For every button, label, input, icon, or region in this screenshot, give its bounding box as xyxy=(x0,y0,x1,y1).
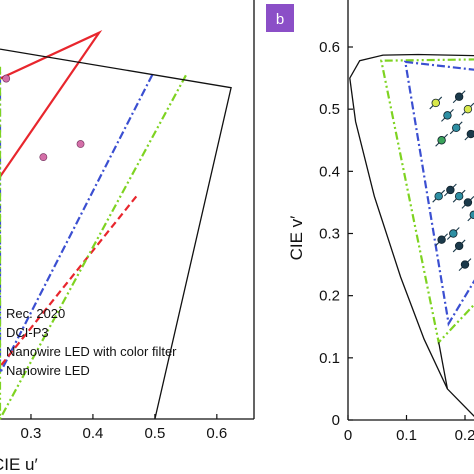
panel-a-series-line xyxy=(0,30,103,178)
panel-a-legend-entry: Rec. 2020 xyxy=(6,306,65,321)
panel-b-label-badge xyxy=(266,4,294,32)
panel-b-data-point xyxy=(466,129,474,139)
panel-a-series xyxy=(0,30,232,420)
panel-a-data-point xyxy=(2,74,11,83)
panel-a-x-tick-label: 0.3 xyxy=(21,425,42,442)
panel-a-x-axis-title: CIE u′ xyxy=(0,455,38,474)
panel-a-data-point xyxy=(39,153,48,162)
panel-b-data-point xyxy=(452,123,461,133)
panel-b-scatter xyxy=(429,90,474,271)
panel-b-data-point xyxy=(431,98,440,108)
panel-b-y-tick-label: 0.6 xyxy=(319,39,340,56)
panel-a-series-line xyxy=(0,195,138,368)
panel-b-y-tick-label: 0.4 xyxy=(319,163,340,180)
panel-a-series-line xyxy=(0,48,232,420)
panel-b-data-point xyxy=(449,229,458,238)
panel-b-series-line xyxy=(349,53,474,417)
panel-b-data-point xyxy=(443,111,452,120)
panel-b-y-tick-label: 0.3 xyxy=(319,226,340,243)
panel-a-scatter xyxy=(2,74,85,162)
panel-b-data-point xyxy=(469,210,474,220)
panel-a-legend-entry: Nanowire LED xyxy=(6,363,90,378)
panel-a-x-ticks: 0.3 0.4 0.5 0.6 xyxy=(21,414,227,442)
panel-a-x-tick-label: 0.5 xyxy=(144,425,165,442)
panel-b-y-tick-label: 0.5 xyxy=(319,101,340,118)
panel-b-x-tick-label: 0.2 xyxy=(455,427,474,444)
panel-a-legend-entry: DCI-P3 xyxy=(6,325,49,340)
panel-b-series-line xyxy=(438,342,449,390)
panel-b-data-point xyxy=(437,235,446,244)
panel-b-x-tick-label: 0.1 xyxy=(396,427,417,444)
panel-a-data-point xyxy=(76,140,85,148)
panel-b-series-line xyxy=(379,58,474,345)
panel-a-x-tick-label: 0.6 xyxy=(206,425,227,442)
panel-b-series-line xyxy=(403,60,474,327)
panel-b-data-point xyxy=(434,191,443,201)
panel-b-data-point xyxy=(454,241,464,251)
panel-b-data-point xyxy=(446,185,455,195)
panel-b-x-tick-label: 0 xyxy=(344,427,352,444)
panel-a-x-tick-label: 0.4 xyxy=(82,425,103,442)
panel-b-data-point xyxy=(437,136,446,145)
panel-b-data-point xyxy=(463,104,473,114)
panel-b-data-point xyxy=(454,92,464,101)
panel-b-y-tick-label: 0.2 xyxy=(319,288,340,305)
panel-b-series xyxy=(349,53,474,417)
panel-b-y-tick-label: 0.1 xyxy=(319,350,340,367)
panel-b-data-point xyxy=(454,191,464,201)
panel-a-legend-entry: Nanowire LED with color filter xyxy=(6,344,177,359)
panel-a: 0.3 0.4 0.5 0.6 CIE u′ Rec. 2020 DCI-P3 Nanow… xyxy=(0,0,255,474)
panel-b-data-point xyxy=(463,198,473,207)
panel-b-y-tick-label: 0 xyxy=(332,412,340,429)
panel-a-series-line xyxy=(0,65,187,420)
panel-b-ticks: 0 0.1 0.2 0.3 0.4 0.5 0.6 0 0.1 0.2 xyxy=(319,39,474,444)
panel-b-data-point xyxy=(460,260,470,269)
panel-b: b 0 0.1 0.2 0.3 0.4 0.5 0.6 0 0.1 0.2 CIE v′ xyxy=(266,0,474,444)
panel-b-label: b xyxy=(276,11,284,28)
panel-a-legend: Rec. 2020 DCI-P3 Nanowire LED with color f… xyxy=(6,306,177,378)
panel-b-y-axis-title: CIE v′ xyxy=(287,216,306,261)
